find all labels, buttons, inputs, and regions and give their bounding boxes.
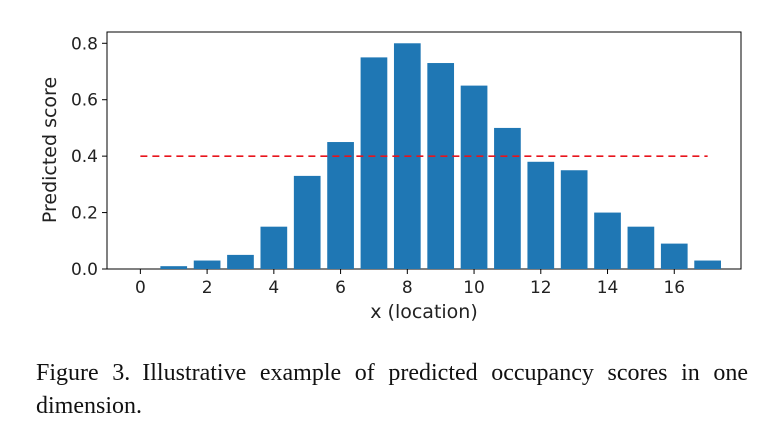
bar [227,254,254,269]
y-axis-ticks: 0.0 0.2 0.4 0.6 0.8 [71,34,107,280]
x-tick-label: 10 [463,278,485,298]
bars-group [160,43,721,270]
x-tick-label: 2 [202,278,213,298]
x-axis-label: x (location) [370,301,478,323]
y-axis-label: Predicted score [39,77,61,223]
y-tick-label: 0.0 [71,260,98,280]
bar [527,161,555,269]
bar-chart: 0 2 4 6 8 10 12 14 16 0.0 0.2 0.4 0.6 0.8 x (locatio… [39,31,742,323]
x-tick-label: 0 [135,278,146,298]
plot-frame [106,31,742,270]
bar [660,243,688,269]
bar [494,127,521,269]
bar [560,170,588,269]
x-axis-ticks: 0 2 4 6 8 10 12 14 16 [135,269,685,298]
bar [193,260,221,269]
bar [327,142,354,269]
bar [427,63,455,270]
x-tick-label: 6 [335,278,346,298]
bar [594,212,621,269]
x-tick-label: 16 [663,278,685,298]
y-tick-label: 0.2 [71,204,98,224]
x-tick-label: 4 [268,278,279,298]
y-tick-label: 0.4 [71,147,98,167]
x-tick-label: 14 [597,278,619,298]
bar [460,85,488,269]
bar [360,57,388,270]
bar [160,266,188,269]
bar [293,175,321,269]
x-tick-label: 8 [402,278,413,298]
y-tick-label: 0.8 [71,34,98,54]
x-tick-label: 12 [530,278,552,298]
bar [694,260,721,269]
figure-caption: Figure 3. Illustrative example of predic… [36,360,748,419]
bar [627,226,655,269]
bar [260,226,288,269]
y-tick-label: 0.6 [71,91,98,111]
